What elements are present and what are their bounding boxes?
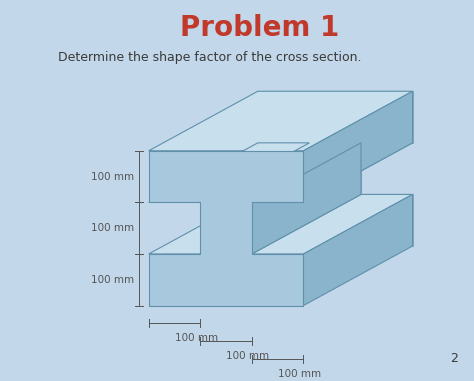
Text: 100 mm: 100 mm [174,333,218,343]
Polygon shape [303,194,412,306]
Polygon shape [258,91,412,246]
Polygon shape [252,143,361,254]
Polygon shape [149,151,303,306]
Polygon shape [252,194,412,254]
Text: 100 mm: 100 mm [91,171,134,182]
Polygon shape [252,143,412,202]
Text: 100 mm: 100 mm [226,351,269,361]
Text: Determine the shape factor of the cross section.: Determine the shape factor of the cross … [58,51,362,64]
Polygon shape [303,91,412,202]
Text: 100 mm: 100 mm [91,223,134,233]
Text: 2: 2 [450,352,458,365]
Text: Problem 1: Problem 1 [180,14,339,42]
Polygon shape [149,91,412,151]
Text: 100 mm: 100 mm [278,369,321,379]
Text: 100 mm: 100 mm [91,275,134,285]
Polygon shape [149,143,310,202]
Polygon shape [149,194,310,254]
